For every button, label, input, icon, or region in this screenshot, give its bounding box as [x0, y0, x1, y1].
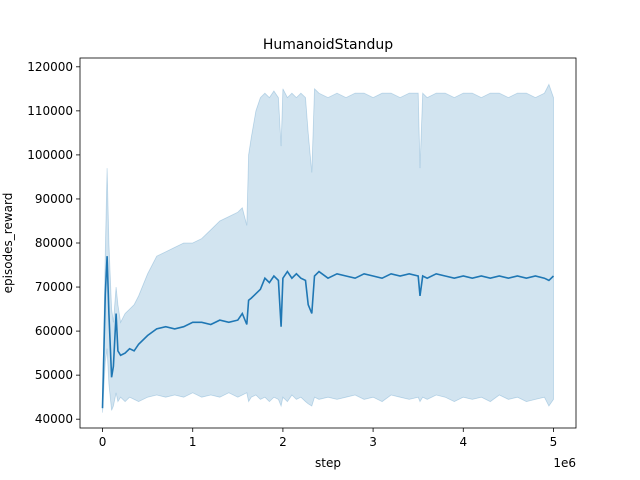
x-tick-label: 1	[189, 435, 197, 449]
y-tick-label: 90000	[35, 192, 73, 206]
y-tick-label: 60000	[35, 324, 73, 338]
x-tick-label: 2	[279, 435, 287, 449]
series-0-mean-line	[101, 256, 555, 409]
x-tick-label: 3	[369, 435, 377, 449]
x-tick-label: 0	[99, 435, 107, 449]
x-tick-label: 5	[550, 435, 558, 449]
series-0-confidence-band	[102, 83, 554, 413]
y-axis: 40000 50000 60000 70000 80000 90000 100000 1100…	[27, 60, 80, 426]
y-tick-label: 70000	[35, 280, 73, 294]
axes-frame	[79, 57, 577, 429]
y-tick-label: 110000	[27, 104, 73, 118]
y-tick-label: 100000	[27, 148, 73, 162]
y-tick-label: 80000	[35, 236, 73, 250]
y-tick-label: 40000	[35, 412, 73, 426]
plot-area	[101, 83, 555, 413]
x-axis-label: step	[315, 456, 341, 470]
x-axis: 0 1 2 3 4 5	[99, 428, 558, 449]
y-tick-label: 50000	[35, 368, 73, 382]
x-tick-label: 4	[459, 435, 467, 449]
chart-title: HumanoidStandup	[263, 37, 393, 53]
y-axis-label: episodes_reward	[1, 193, 15, 294]
y-tick-label: 120000	[27, 60, 73, 74]
x-offset-label: 1e6	[553, 456, 576, 470]
